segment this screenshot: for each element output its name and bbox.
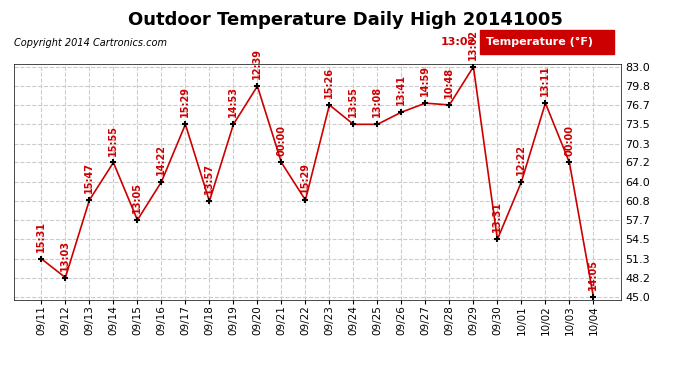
Text: 15:31: 15:31: [37, 221, 46, 252]
Text: 00:00: 00:00: [564, 124, 574, 156]
Text: Copyright 2014 Cartronics.com: Copyright 2014 Cartronics.com: [14, 38, 167, 48]
Text: 12:39: 12:39: [253, 48, 262, 79]
Text: 12:22: 12:22: [516, 144, 526, 175]
Text: 13:03: 13:03: [61, 240, 70, 271]
Text: 13:08: 13:08: [373, 86, 382, 117]
Text: 14:22: 14:22: [157, 144, 166, 175]
Text: 15:55: 15:55: [108, 124, 119, 156]
Text: 10:48: 10:48: [444, 67, 455, 98]
Text: 13:55: 13:55: [348, 86, 358, 117]
Text: 15:29: 15:29: [180, 86, 190, 117]
Text: 13:02: 13:02: [441, 37, 476, 47]
Text: 13:41: 13:41: [396, 74, 406, 105]
Text: 13:11: 13:11: [540, 65, 551, 96]
Text: 13:02: 13:02: [469, 29, 478, 60]
Text: 15:26: 15:26: [324, 67, 335, 98]
Text: 14:05: 14:05: [589, 259, 598, 290]
Text: 15:47: 15:47: [84, 162, 95, 193]
Text: 13:05: 13:05: [132, 182, 142, 213]
Text: 14:53: 14:53: [228, 86, 239, 117]
Text: 13:31: 13:31: [493, 201, 502, 232]
Text: Temperature (°F): Temperature (°F): [486, 37, 593, 47]
Text: 14:59: 14:59: [420, 65, 431, 96]
Text: 00:00: 00:00: [277, 124, 286, 156]
Text: 13:57: 13:57: [204, 164, 215, 194]
Text: 15:29: 15:29: [300, 162, 310, 193]
Text: Outdoor Temperature Daily High 20141005: Outdoor Temperature Daily High 20141005: [128, 11, 562, 29]
